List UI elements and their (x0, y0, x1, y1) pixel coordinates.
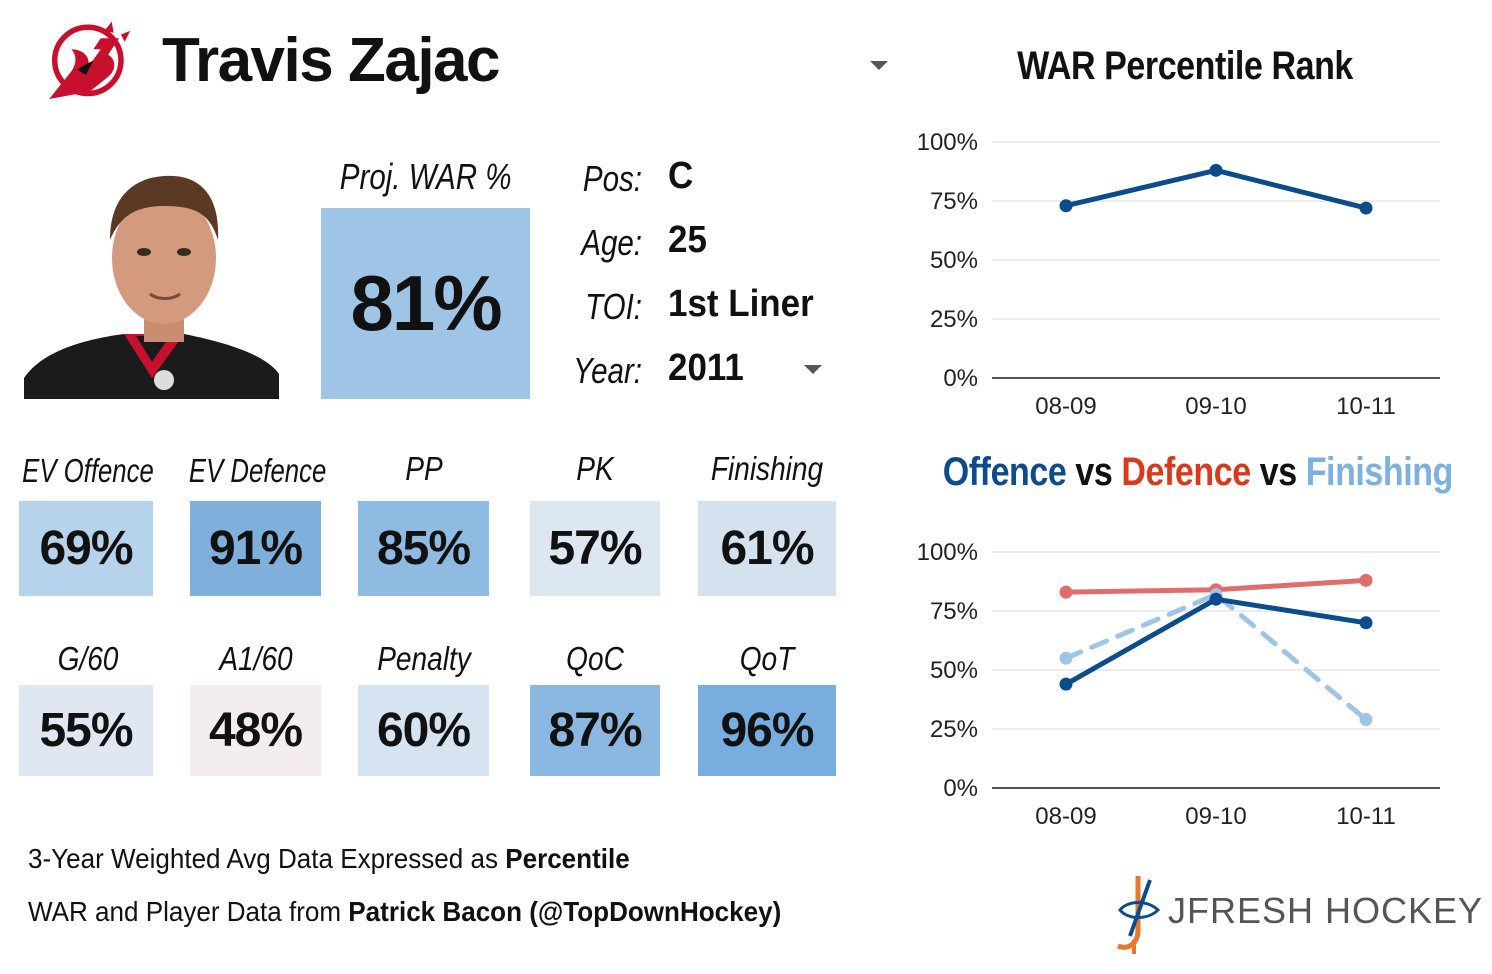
year-label: Year: (573, 350, 642, 391)
finishing-series-line (1063, 591, 1369, 723)
war-chart-title: WAR Percentile Rank (1017, 44, 1353, 88)
footnote-percentile-bold: Percentile (505, 843, 630, 874)
position-value: C (668, 155, 694, 197)
player-name: Travis Zajac (162, 26, 501, 95)
stat-a160: 48% (190, 685, 321, 776)
age-label: Age: (581, 222, 642, 263)
ovd-chart-title: Offence vs Defence vs Finishing (942, 450, 1454, 495)
toi-value: 1st Liner (668, 283, 814, 325)
y-tick-label: 25% (930, 716, 978, 743)
finishing-data-point (1359, 713, 1373, 727)
stat-label-a160: A1/60 (219, 640, 293, 677)
stat-label-ev-defence: EV Defence (188, 452, 327, 489)
ovd-title-vs-2: vs (1250, 450, 1306, 494)
x-tick-label: 09-10 (1185, 803, 1246, 830)
stat-label-qoc: QoC (566, 640, 624, 677)
stat-pk: 57% (530, 501, 660, 596)
ovd-title-defence: Defence (1121, 450, 1251, 494)
offence-data-point (1209, 592, 1223, 606)
defence-data-point (1359, 573, 1373, 587)
stat-label-pk: PK (576, 450, 614, 487)
brand-name: JFRESH HOCKEY (1168, 890, 1484, 931)
y-tick-label: 100% (917, 129, 978, 156)
war-percentile-chart: 0% 25% 50% 75% 100% 08-09 09-10 10-11 (917, 129, 1440, 420)
stat-label-ev-offence: EV Offence (22, 452, 154, 489)
stat-ev-offence: 69% (19, 501, 153, 596)
war-data-point (1359, 201, 1373, 215)
ovd-title-offence: Offence (942, 450, 1067, 494)
stat-qoc: 87% (530, 685, 660, 776)
y-tick-label: 75% (930, 598, 978, 625)
stat-label-finishing: Finishing (710, 450, 824, 487)
y-tick-label: 75% (930, 188, 978, 215)
proj-war-value: 81% (321, 208, 530, 399)
y-tick-label: 0% (943, 775, 978, 802)
ovd-title-vs-1: vs (1066, 450, 1122, 494)
y-tick-label: 50% (930, 657, 978, 684)
stat-finishing: 61% (698, 501, 836, 596)
defence-data-point (1059, 585, 1073, 599)
offence-series-line (1063, 596, 1369, 687)
footnote-percentile-text: 3-Year Weighted Avg Data Expressed as (28, 843, 506, 874)
proj-war-label: Proj. WAR % (339, 156, 512, 197)
footnote-source: WAR and Player Data from Patrick Bacon (… (28, 896, 781, 928)
ovd-title-finishing: Finishing (1305, 450, 1454, 494)
war-data-point (1209, 163, 1223, 177)
x-tick-label: 09-10 (1185, 393, 1246, 420)
x-tick-label: 10-11 (1336, 803, 1396, 830)
stat-label-qot: QoT (739, 640, 795, 677)
y-tick-label: 0% (943, 365, 978, 392)
stat-ev-defence: 91% (190, 501, 321, 596)
y-tick-label: 50% (930, 247, 978, 274)
stat-g60: 55% (19, 685, 153, 776)
stat-label-g60: G/60 (57, 640, 119, 677)
player-dropdown-icon[interactable] (868, 58, 890, 72)
offence-defence-finishing-chart: 0% 25% 50% 75% 100% 08-09 09-10 10-11 (917, 539, 1440, 830)
footnote-percentile: 3-Year Weighted Avg Data Expressed as Pe… (28, 843, 630, 875)
stat-penalty: 60% (358, 685, 489, 776)
x-tick-label: 08-09 (1035, 803, 1096, 830)
jfresh-hockey-logo-icon (1117, 876, 1161, 954)
offence-data-point (1059, 677, 1073, 691)
x-tick-label: 08-09 (1035, 393, 1096, 420)
year-value[interactable]: 2011 (668, 347, 744, 389)
finishing-data-point (1059, 651, 1073, 665)
stat-label-penalty: Penalty (377, 640, 471, 677)
player-photo (24, 148, 279, 399)
y-tick-label: 25% (930, 306, 978, 333)
footnote-source-bold: Patrick Bacon (@TopDownHockey) (348, 896, 782, 927)
war-data-point (1059, 199, 1073, 213)
stat-qot: 96% (698, 685, 836, 776)
year-dropdown-icon[interactable] (803, 363, 823, 375)
stat-label-pp: PP (405, 450, 443, 487)
y-tick-label: 100% (917, 539, 978, 566)
footnote-source-text: WAR and Player Data from (28, 896, 349, 927)
x-tick-label: 10-11 (1336, 393, 1396, 420)
age-value: 25 (668, 219, 707, 261)
stat-pp: 85% (358, 501, 489, 596)
offence-data-point (1359, 616, 1373, 630)
toi-label: TOI: (585, 286, 642, 327)
position-label: Pos: (582, 158, 642, 199)
new-jersey-devils-logo-icon (49, 21, 131, 99)
